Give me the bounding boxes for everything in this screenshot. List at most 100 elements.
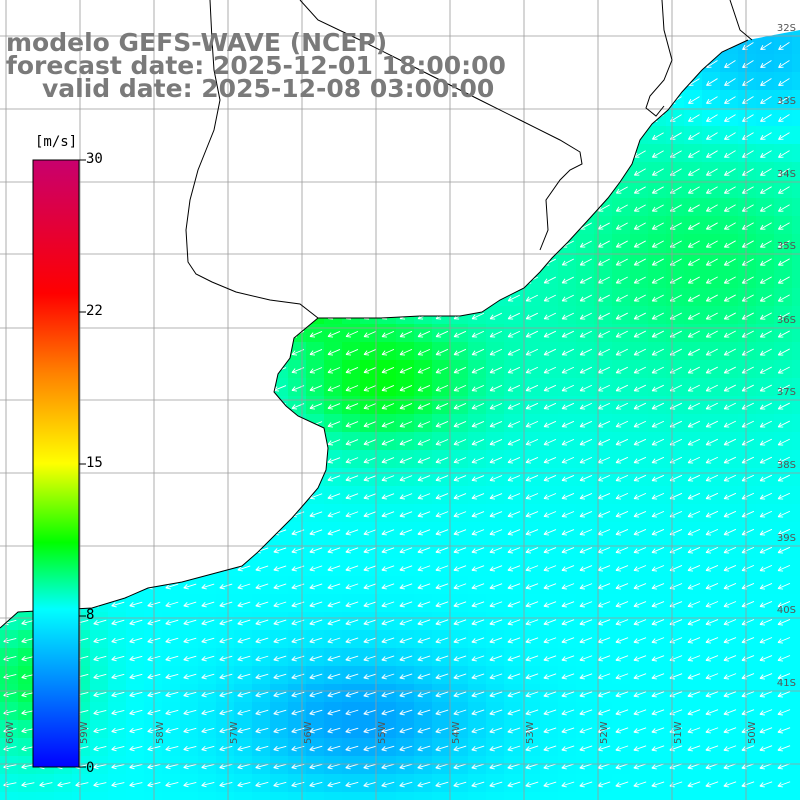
wind-arrow bbox=[705, 528, 719, 536]
wind-arrow bbox=[777, 582, 791, 590]
wind-arrow bbox=[778, 60, 790, 68]
wind-arrow bbox=[543, 420, 557, 428]
wind-arrow bbox=[273, 547, 287, 554]
wind-arrow bbox=[759, 492, 773, 500]
wind-arrow bbox=[201, 709, 215, 716]
wind-arrow bbox=[760, 60, 772, 68]
colorbar-unit: [m/s] bbox=[35, 134, 78, 150]
wind-arrow bbox=[183, 691, 197, 698]
wind-arrow bbox=[21, 691, 35, 698]
wind-arrow bbox=[651, 637, 665, 644]
wind-arrow bbox=[561, 330, 575, 338]
wind-arrow bbox=[489, 655, 503, 662]
wind-arrow bbox=[705, 655, 719, 662]
wind-arrow bbox=[597, 691, 611, 698]
wind-arrow bbox=[417, 421, 431, 428]
atlantic-coastline bbox=[0, 39, 749, 629]
wind-arrow bbox=[453, 565, 467, 572]
wind-arrow bbox=[705, 673, 719, 680]
wind-arrow bbox=[759, 763, 773, 770]
wind-arrow bbox=[687, 655, 701, 662]
wind-arrow bbox=[363, 601, 377, 608]
wind-arrow bbox=[435, 745, 449, 752]
wind-arrow bbox=[309, 547, 323, 554]
wind-arrow bbox=[471, 655, 485, 662]
wind-arrow bbox=[705, 384, 719, 392]
wind-arrow bbox=[633, 294, 646, 302]
wind-arrow bbox=[93, 763, 107, 770]
wind-arrow bbox=[201, 637, 215, 644]
wind-arrow bbox=[363, 493, 377, 500]
wind-arrow bbox=[579, 601, 593, 608]
wind-arrow bbox=[417, 691, 431, 698]
wind-arrow bbox=[381, 691, 395, 698]
wind-arrow bbox=[706, 114, 718, 122]
wind-arrow bbox=[543, 312, 557, 320]
wind-arrow bbox=[633, 637, 647, 644]
wind-arrow bbox=[273, 655, 287, 662]
wind-arrow bbox=[399, 475, 413, 482]
wind-arrow bbox=[561, 402, 575, 410]
wind-arrow bbox=[687, 492, 701, 500]
wind-arrow bbox=[633, 510, 647, 518]
wind-arrow bbox=[561, 763, 575, 770]
wind-arrow bbox=[435, 727, 449, 734]
wind-arrow bbox=[723, 637, 737, 644]
lon-label: 53W bbox=[525, 721, 536, 744]
wind-arrow bbox=[363, 745, 377, 752]
wind-arrow bbox=[615, 204, 628, 212]
wind-arrow bbox=[363, 763, 377, 770]
wind-arrow bbox=[723, 258, 736, 266]
lat-label: 35S bbox=[776, 241, 796, 252]
wind-arrow bbox=[724, 78, 736, 86]
wind-arrow bbox=[597, 709, 611, 716]
lon-label: 50W bbox=[747, 721, 758, 744]
wind-arrow bbox=[381, 745, 395, 752]
wind-arrow bbox=[561, 258, 574, 266]
wind-arrow bbox=[525, 655, 539, 662]
wind-arrow bbox=[507, 763, 521, 770]
wind-arrow bbox=[615, 547, 629, 554]
wind-arrow bbox=[507, 439, 521, 446]
wind-arrow bbox=[489, 781, 503, 788]
wind-arrow bbox=[255, 763, 269, 770]
wind-arrow bbox=[489, 366, 503, 374]
wind-arrow bbox=[165, 601, 179, 608]
wind-arrow bbox=[579, 547, 593, 554]
wind-arrow bbox=[759, 637, 773, 644]
wind-arrow bbox=[687, 222, 700, 230]
wind-arrow bbox=[543, 637, 557, 644]
wind-arrow bbox=[705, 691, 719, 698]
wind-arrow bbox=[165, 691, 179, 698]
wind-arrow bbox=[561, 781, 575, 788]
wind-arrow bbox=[687, 763, 701, 770]
wind-arrow bbox=[273, 745, 287, 752]
wind-arrow bbox=[759, 564, 773, 572]
wind-arrow bbox=[435, 421, 449, 428]
wind-arrow bbox=[579, 420, 593, 428]
wind-arrow bbox=[417, 601, 431, 608]
wind-arrow bbox=[507, 529, 521, 536]
wind-arrow bbox=[615, 492, 629, 500]
wind-arrow bbox=[778, 186, 790, 194]
wind-arrow bbox=[327, 439, 341, 446]
wind-arrow bbox=[741, 258, 754, 266]
wind-arrow bbox=[687, 402, 701, 410]
wind-arrow bbox=[759, 745, 773, 752]
wind-arrow bbox=[777, 727, 791, 734]
lon-label: 55W bbox=[377, 721, 388, 744]
wind-arrow bbox=[597, 420, 611, 428]
wind-arrow bbox=[705, 402, 719, 410]
wind-arrow bbox=[687, 673, 701, 680]
wind-arrow bbox=[129, 745, 143, 752]
wind-arrow bbox=[327, 547, 341, 554]
wind-arrow bbox=[327, 511, 341, 518]
wind-arrow bbox=[561, 529, 575, 536]
wind-arrow bbox=[723, 528, 737, 536]
wind-arrow bbox=[687, 474, 701, 482]
wind-arrow bbox=[633, 529, 647, 536]
wind-arrow bbox=[633, 258, 646, 266]
wind-arrow bbox=[525, 763, 539, 770]
wind-arrow bbox=[525, 781, 539, 788]
wind-arrow bbox=[381, 457, 395, 464]
